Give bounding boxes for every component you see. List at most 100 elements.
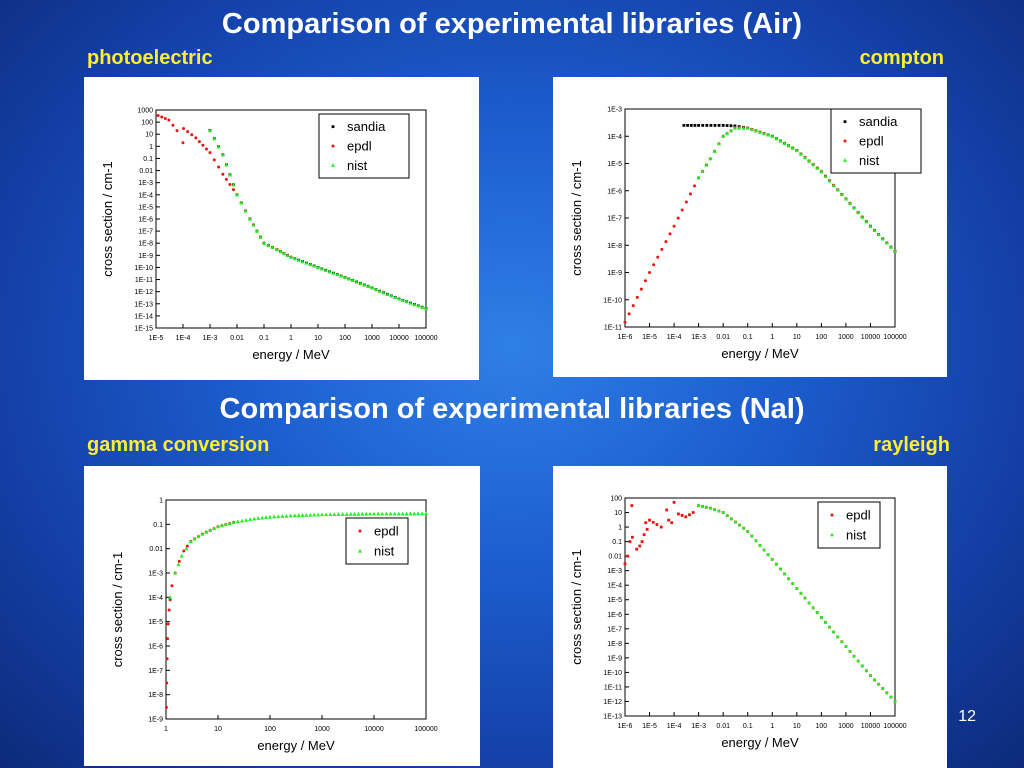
x-tick-label: 1E-3 [691,334,706,341]
data-point [319,266,324,271]
data-point [235,192,239,197]
data-point [270,245,275,250]
data-point [839,192,844,197]
data-point [651,520,655,524]
legend: epdl nist [345,517,409,565]
data-point [873,678,877,682]
x-tick-label: 1000 [838,334,854,341]
data-point [728,128,733,133]
data-point [642,533,646,537]
data-point [416,511,421,516]
data-point [670,521,674,525]
data-point [204,529,209,534]
data-point [741,125,746,130]
data-point [182,549,186,553]
data-point [686,124,689,127]
data-point [630,535,634,539]
data-point [644,521,648,525]
data-point [312,263,317,268]
data-point [631,304,635,308]
x-tick-label: 10 [793,334,801,341]
y-tick-label: 1E-14 [134,313,153,320]
data-point [227,172,232,177]
data-point [645,527,649,531]
data-point [758,543,762,547]
label-rayleigh: rayleigh [873,434,950,456]
legend: sandia epdl nist [830,108,922,174]
data-point [268,514,272,519]
data-point [750,534,754,538]
data-point [292,256,297,261]
y-tick-label: 1E-9 [607,655,622,662]
data-point [716,141,721,146]
data-point [364,511,369,516]
data-point [893,249,897,253]
y-tick-label: 1E-8 [138,241,153,248]
x-tick-label: 1E-5 [642,723,657,730]
y-tick-label: 1E-9 [148,717,163,724]
data-point [266,243,271,247]
data-point [362,282,367,287]
data-point [181,141,185,145]
x-tick-label: 100 [339,335,351,342]
chart-rayleigh: 1E-13 1E-12 1E-11 1E-10 1E-9 1E-8 1E-7 1E-6 1E-5… [569,496,907,751]
y-tick-label: 0.1 [153,522,163,529]
data-point [701,504,705,508]
y-tick-label: 1E-9 [607,270,622,277]
data-point [221,172,225,176]
data-point [184,546,189,551]
data-point [856,210,861,215]
data-point [244,517,249,522]
data-point [397,296,401,301]
data-point [254,228,259,233]
data-point [713,508,717,512]
data-point [308,512,313,517]
data-point [381,290,386,295]
data-point [372,511,376,516]
y-tick-label: 1000 [137,108,153,115]
data-point [224,177,228,181]
data-point [709,124,713,127]
data-point [380,511,385,516]
data-point [258,234,263,239]
data-point [400,511,405,516]
y-tick-label: 1E-7 [138,229,153,236]
x-tick-label: 10000 [861,723,881,730]
y-tick-label: 1E-7 [607,216,622,223]
data-point [689,124,693,127]
data-point [212,526,217,531]
x-tick-label: 10000 [861,334,881,341]
data-point [627,312,631,316]
data-point [308,262,313,267]
y-tick-label: 1E-3 [138,180,153,187]
series-epdl [156,114,293,259]
x-tick-label: 1 [770,723,774,730]
data-point [377,288,382,293]
y-tick-label: 1E-7 [148,668,163,675]
data-point [331,144,335,148]
data-point [324,512,329,517]
legend: sandia epdl nist [318,113,410,179]
data-point [742,526,746,530]
x-tick-label: 10 [314,335,322,342]
data-point [745,125,750,130]
data-point [733,520,737,524]
y-tick-label: 1E-8 [148,692,163,699]
data-point [659,525,663,529]
y-tick-label: 1E-10 [134,265,153,272]
data-point [725,514,729,518]
data-point [412,511,417,516]
y-tick-label: 1E-10 [603,670,622,677]
title-nai: Comparison of experimental libraries (Na… [219,393,805,425]
y-tick-label: 1E-6 [607,612,622,619]
data-point [872,228,877,232]
chart-gamma: 1E-9 1E-8 1E-7 1E-6 1E-5 1E-4 1E-3 0.01 0.1 1 1 10 1… [110,498,438,754]
data-point [416,303,421,308]
data-point [216,524,220,529]
x-axis-label: energy / MeV [721,735,799,750]
legend-label-nist: nist [374,544,395,559]
data-point [304,512,309,517]
data-point [807,158,812,163]
plot-frame [165,499,427,720]
y-tick-label: 1E-13 [134,301,153,308]
